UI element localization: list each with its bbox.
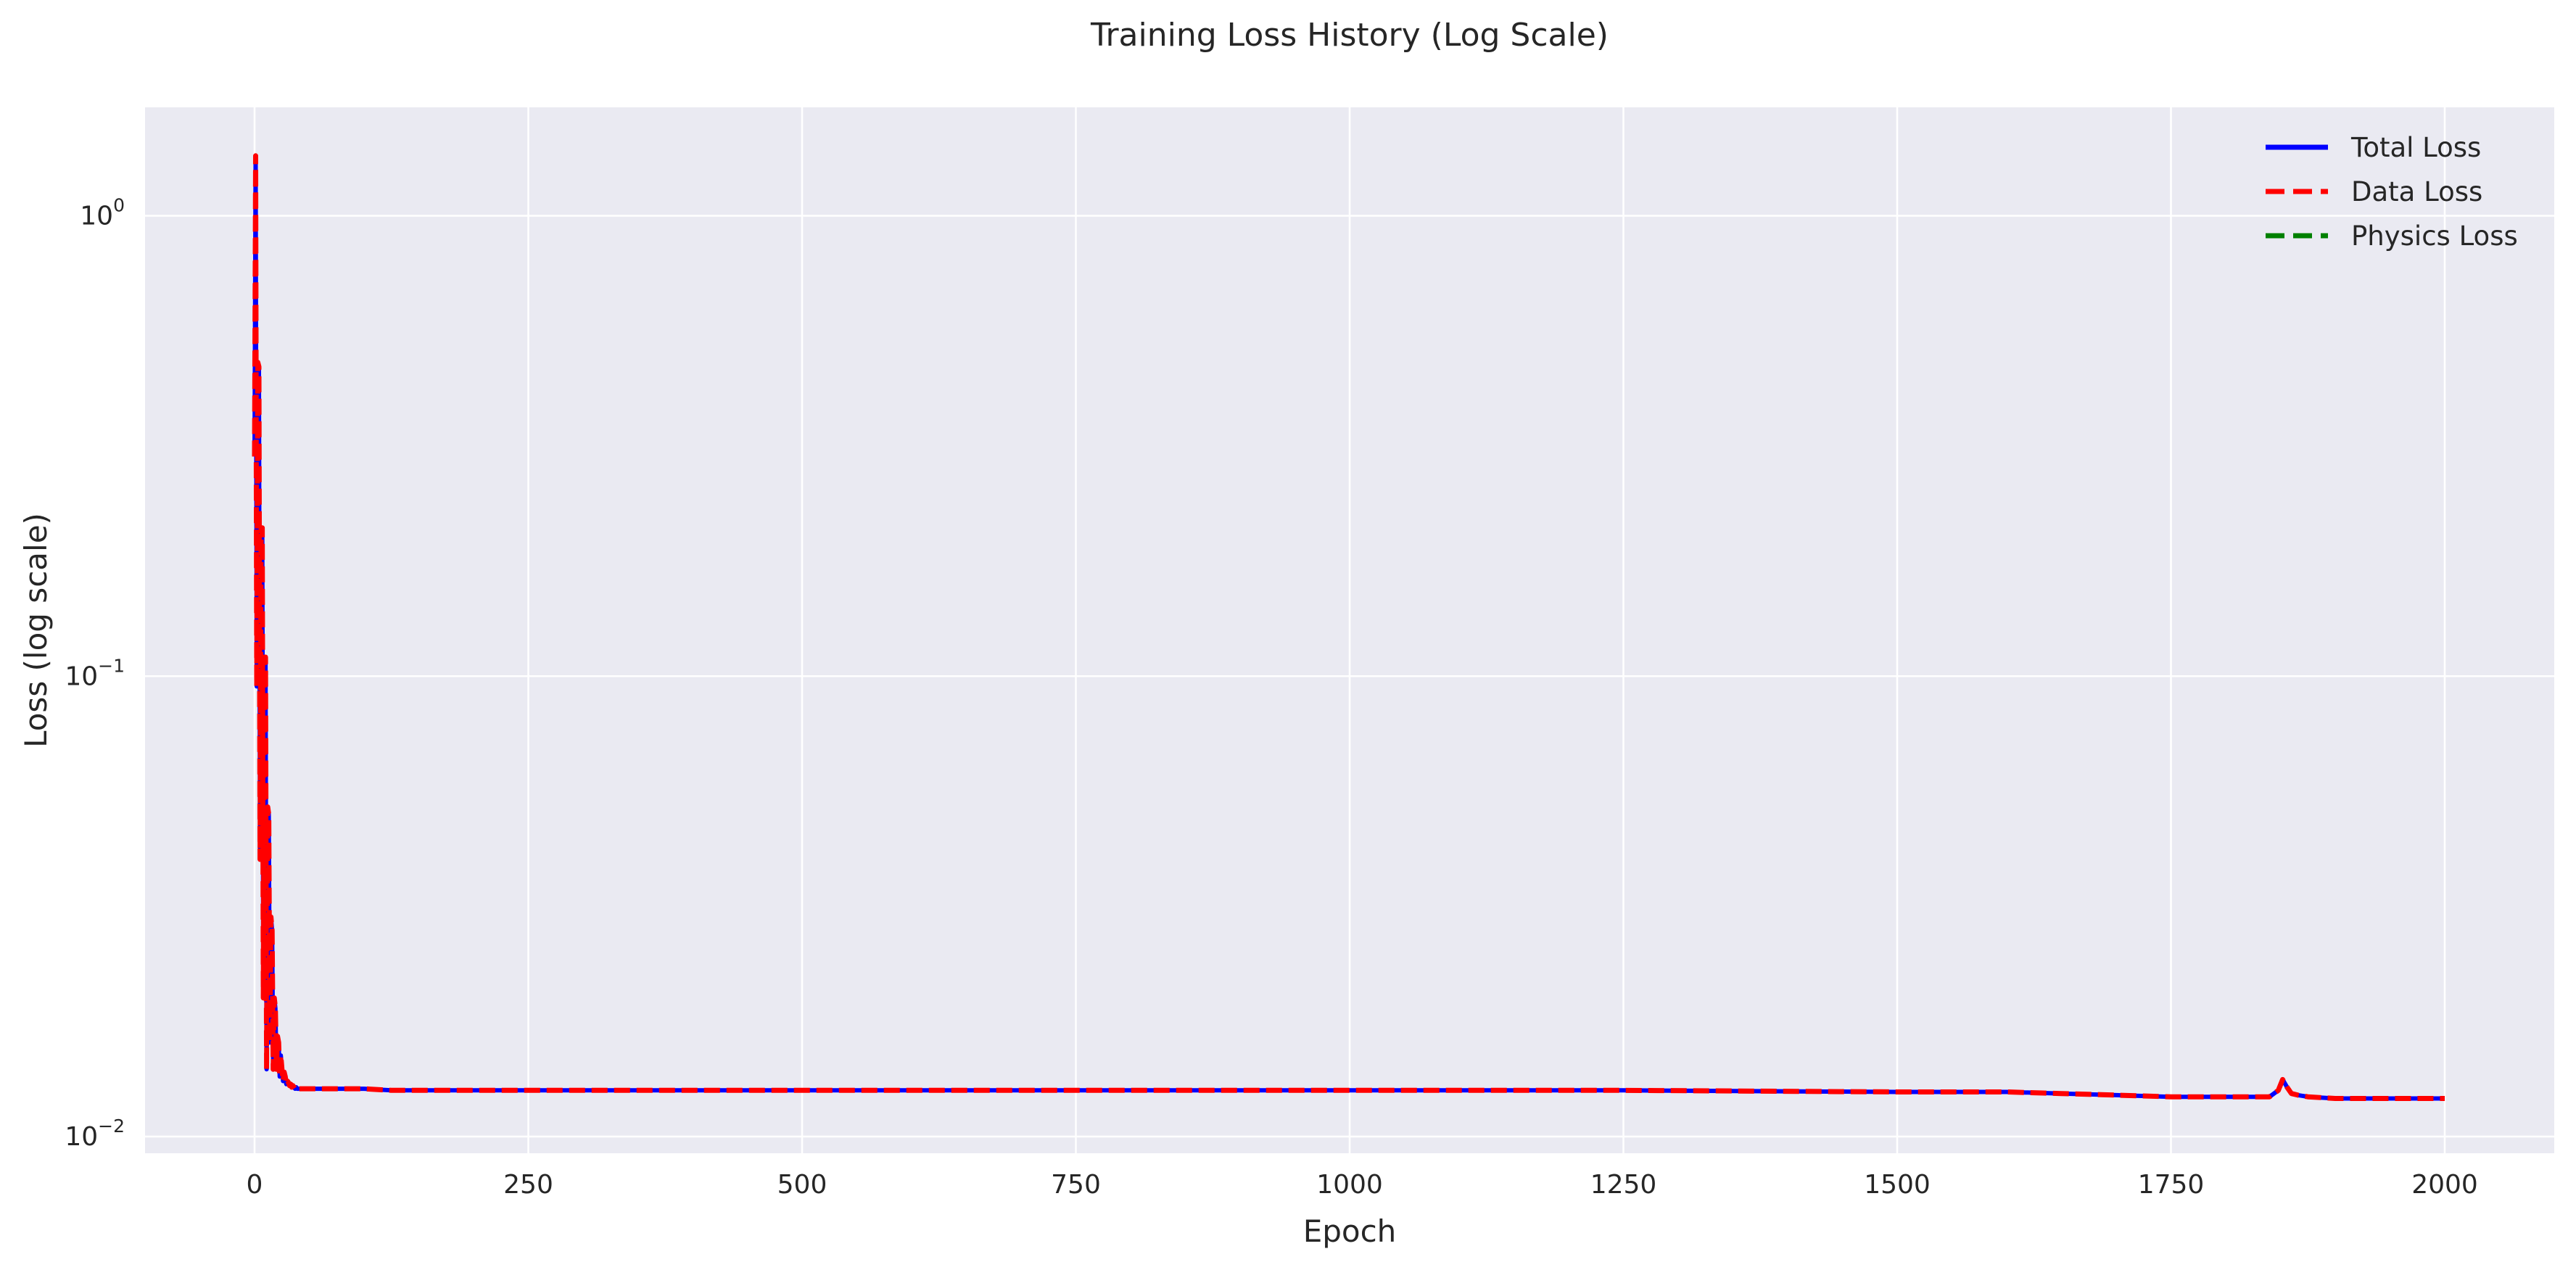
y-tick-label: 10−1	[65, 655, 125, 691]
x-tick-label: 1500	[1864, 1170, 1931, 1200]
x-tick-label: 1000	[1316, 1170, 1383, 1200]
x-axis-ticks: 0 250 500 750 1000 1250 1500 1750 2000	[247, 1170, 2478, 1200]
x-tick-label: 0	[247, 1170, 263, 1200]
y-axis-label: Loss (log scale)	[18, 513, 54, 748]
series-line-1	[252, 153, 2445, 1101]
x-tick-label: 250	[503, 1170, 553, 1200]
legend-label-2: Physics Loss	[2351, 220, 2518, 252]
x-tick-label: 2000	[2411, 1170, 2478, 1200]
y-tick-label: 10−2	[65, 1116, 125, 1152]
x-tick-label: 500	[777, 1170, 827, 1200]
legend-label-0: Total Loss	[2350, 132, 2481, 163]
y-tick-label: 100	[80, 195, 125, 231]
legend-label-1: Data Loss	[2351, 176, 2482, 207]
legend: Total Loss Data Loss Physics Loss	[2266, 132, 2518, 252]
x-tick-label: 1250	[1590, 1170, 1657, 1200]
x-tick-label: 1750	[2138, 1170, 2205, 1200]
y-axis-ticks: 10−2 10−1 100	[65, 195, 125, 1153]
x-tick-label: 750	[1051, 1170, 1101, 1200]
grid	[145, 107, 2554, 1153]
series-lines	[252, 153, 2445, 1101]
x-axis-label: Epoch	[1303, 1213, 1397, 1249]
chart-title: Training Loss History (Log Scale)	[1090, 17, 1609, 54]
